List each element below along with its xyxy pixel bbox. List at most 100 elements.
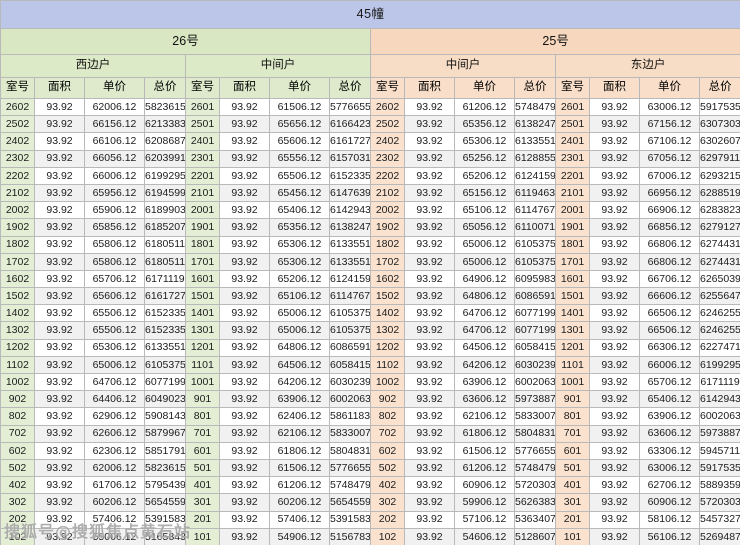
cell-unit-price: 67106.12	[639, 132, 700, 151]
cell-unit-price: 65456.12	[269, 183, 330, 203]
cell-total-price: 6105375	[329, 321, 371, 340]
col-header-room-g1: 室号	[0, 77, 35, 99]
unit-type-middle-25: 中间户	[370, 54, 556, 78]
cell-unit-price: 61506.12	[269, 458, 330, 478]
cell-area: 93.92	[404, 476, 455, 495]
cell-room-number: 2302	[0, 149, 35, 168]
cell-total-price: 5973887	[698, 424, 740, 443]
cell-unit-price: 63906.12	[454, 372, 515, 392]
cell-unit-price: 64706.12	[84, 372, 145, 392]
cell-area: 93.92	[404, 527, 455, 545]
cell-room-number: 701	[555, 424, 590, 443]
cell-room-number: 1001	[185, 372, 220, 392]
table-row: 1902 93.92 65856.12 6185207 1901 93.92 65356.1…	[0, 218, 740, 237]
cell-area: 93.92	[219, 201, 270, 220]
col-header-total-g1: 总价	[144, 77, 186, 99]
cell-total-price: 5879967	[144, 424, 186, 443]
cell-total-price: 6077199	[144, 372, 186, 392]
cell-unit-price: 63906.12	[639, 407, 700, 426]
cell-room-number: 302	[370, 493, 405, 512]
cell-unit-price: 64506.12	[454, 338, 515, 357]
cell-total-price: 5889359	[698, 476, 740, 495]
cell-total-price: 6119463	[514, 183, 556, 203]
cell-unit-price: 60906.12	[639, 493, 700, 512]
page-title: 45幢	[0, 0, 740, 29]
cell-area: 93.92	[34, 372, 85, 392]
table-row: 2602 93.92 62006.12 5823615 2601 93.92 61506.1…	[0, 97, 740, 117]
cell-total-price: 6246255	[698, 304, 740, 323]
cell-total-price: 5720303	[514, 476, 556, 495]
cell-total-price: 5917535	[698, 458, 740, 478]
table-row: 1702 93.92 65806.12 6180511 1701 93.92 65306.1…	[0, 252, 740, 271]
cell-unit-price: 65856.12	[84, 218, 145, 237]
cell-unit-price: 65506.12	[84, 321, 145, 340]
cell-total-price: 6002063	[329, 390, 371, 409]
cell-unit-price: 66606.12	[639, 287, 700, 306]
cell-room-number: 602	[370, 441, 405, 460]
cell-total-price: 6171119	[144, 269, 186, 289]
cell-room-number: 502	[0, 458, 35, 478]
cell-area: 93.92	[219, 458, 270, 478]
cell-unit-price: 65806.12	[84, 235, 145, 254]
table-row: 102 93.92 55006.12 5165843 101 93.92 54906.12 5…	[0, 527, 740, 545]
col-header-total-g3: 总价	[514, 77, 556, 99]
cell-unit-price: 65356.12	[454, 115, 515, 134]
cell-total-price: 6086591	[514, 287, 556, 306]
cell-total-price: 6171119	[698, 372, 740, 392]
cell-room-number: 2401	[555, 132, 590, 151]
cell-area: 93.92	[404, 321, 455, 340]
cell-total-price: 6147639	[329, 183, 371, 203]
cell-room-number: 1201	[185, 338, 220, 357]
cell-room-number: 201	[555, 510, 590, 529]
cell-area: 93.92	[34, 132, 85, 151]
cell-room-number: 102	[0, 527, 35, 545]
cell-room-number: 101	[185, 527, 220, 545]
cell-area: 93.92	[589, 321, 640, 340]
cell-unit-price: 65606.12	[269, 132, 330, 151]
cell-total-price: 6114767	[329, 287, 371, 306]
cell-area: 93.92	[404, 149, 455, 168]
cell-total-price: 6049023	[144, 390, 186, 409]
cell-total-price: 6077199	[514, 304, 556, 323]
cell-room-number: 2202	[370, 166, 405, 185]
cell-unit-price: 57406.12	[269, 510, 330, 529]
cell-area: 93.92	[404, 235, 455, 254]
cell-unit-price: 55006.12	[84, 527, 145, 545]
cell-area: 93.92	[404, 424, 455, 443]
cell-unit-price: 65306.12	[84, 338, 145, 357]
cell-room-number: 1202	[0, 338, 35, 357]
table-row: 2302 93.92 66056.12 6203991 2301 93.92 65556.1…	[0, 149, 740, 168]
cell-room-number: 802	[0, 407, 35, 426]
cell-total-price: 6133551	[514, 132, 556, 151]
cell-room-number: 2201	[555, 166, 590, 185]
table-body: 2602 93.92 62006.12 5823615 2601 93.92 61506.1…	[0, 97, 740, 545]
cell-room-number: 502	[370, 458, 405, 478]
cell-unit-price: 63906.12	[269, 390, 330, 409]
col-header-total-g2: 总价	[329, 77, 371, 99]
cell-total-price: 6124159	[329, 269, 371, 289]
cell-unit-price: 66106.12	[84, 132, 145, 151]
cell-unit-price: 64806.12	[269, 338, 330, 357]
cell-total-price: 6138247	[329, 218, 371, 237]
cell-total-price: 5833007	[329, 424, 371, 443]
cell-area: 93.92	[219, 372, 270, 392]
cell-unit-price: 66156.12	[84, 115, 145, 134]
cell-unit-price: 65406.12	[639, 390, 700, 409]
cell-area: 93.92	[219, 424, 270, 443]
cell-unit-price: 66506.12	[639, 321, 700, 340]
cell-area: 93.92	[404, 372, 455, 392]
cell-area: 93.92	[34, 304, 85, 323]
cell-total-price: 6265039	[698, 269, 740, 289]
col-header-unitprice-g4: 单价	[639, 77, 700, 99]
cell-room-number: 2202	[0, 166, 35, 185]
table-row: 1002 93.92 64706.12 6077199 1001 93.92 64206.1…	[0, 372, 740, 392]
col-header-area-g1: 面积	[34, 77, 85, 99]
cell-room-number: 1402	[370, 304, 405, 323]
cell-room-number: 1902	[370, 218, 405, 237]
cell-room-number: 301	[555, 493, 590, 512]
cell-area: 93.92	[589, 510, 640, 529]
cell-area: 93.92	[589, 458, 640, 478]
cell-room-number: 401	[185, 476, 220, 495]
cell-unit-price: 61206.12	[269, 476, 330, 495]
cell-room-number: 2001	[555, 201, 590, 220]
